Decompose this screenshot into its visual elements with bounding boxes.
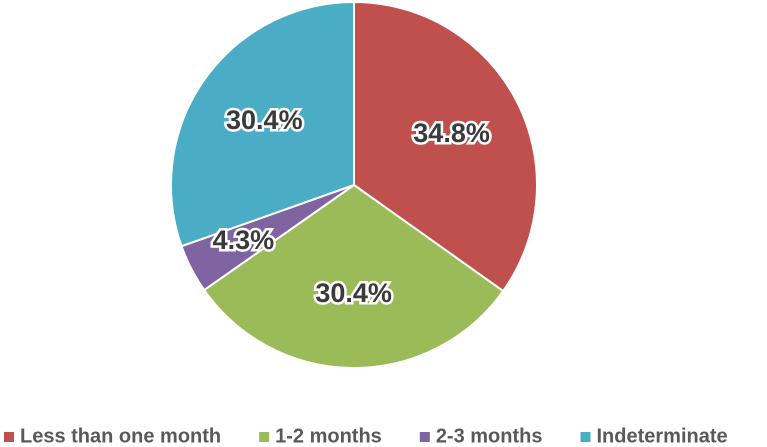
legend-swatch: [419, 432, 430, 442]
legend-label: 2-3 months: [436, 425, 543, 447]
legend-swatch: [259, 432, 270, 442]
legend-label: Less than one month: [20, 425, 221, 447]
legend-swatch: [580, 432, 591, 442]
data-label: 30.4%: [226, 105, 303, 135]
data-label: 34.8%: [413, 118, 490, 148]
legend-label: Indeterminate: [597, 425, 728, 447]
data-label: 4.3%: [213, 225, 275, 255]
pie-slice: [353, 0, 538, 293]
legend-swatch: [4, 432, 14, 442]
data-label: 30.4%: [315, 278, 392, 308]
pie-slice: [170, 0, 355, 248]
pie-slice: [202, 183, 505, 369]
legend-label: 1-2 months: [275, 425, 382, 447]
